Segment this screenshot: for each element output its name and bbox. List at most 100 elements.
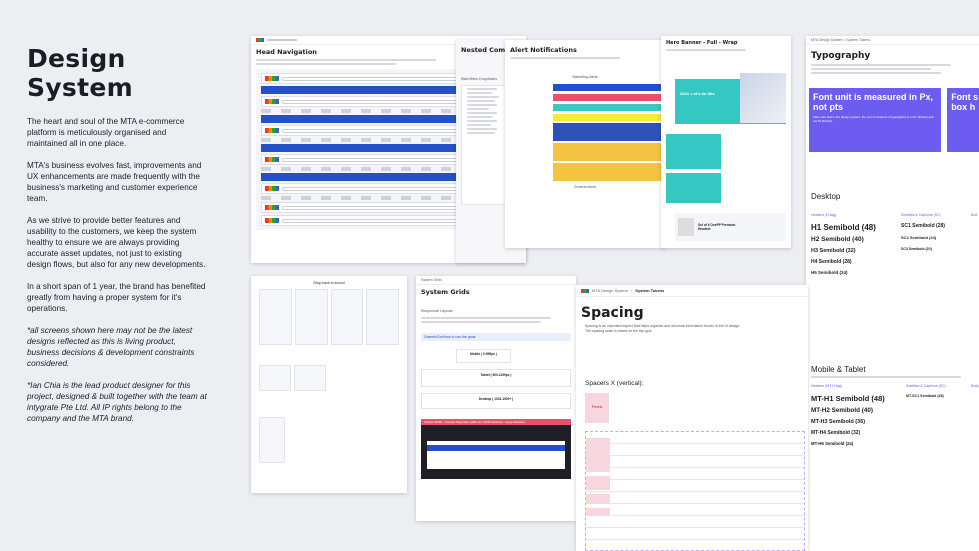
grid-tip: Gwenth/Gm/How to use the grids — [421, 333, 571, 341]
typography-card: MTA Design System > System Tokens Typogr… — [806, 36, 979, 551]
intro-paragraph: In a short span of 1 year, the brand has… — [27, 282, 206, 313]
alert-box-blue — [553, 123, 663, 141]
section-label: Responsive Layouts — [421, 309, 453, 313]
callout-box-note: Font s box h — [947, 88, 979, 152]
hero-banner-preview — [666, 134, 721, 169]
type-sample-mt-sc1: MT-SC1 Semibold (28) — [906, 394, 944, 398]
product-title: Set of 6 OnePP Premium Headset — [698, 223, 736, 231]
mta-logo-icon — [265, 186, 279, 191]
card-title: Head Navigation — [256, 48, 317, 56]
alert-red — [553, 94, 663, 101]
hero-promo-text: 2024. Let's do this — [680, 91, 715, 96]
intro-section: Design System The heart and soul of the … — [27, 44, 207, 435]
nav-bar-preview — [261, 115, 516, 123]
alert-teal — [553, 104, 663, 111]
column-label: Headers (MT-H tag) — [811, 384, 842, 388]
card-title: Spacing — [581, 305, 644, 321]
type-sample-mt-h5: MT-H5 Semibold (24) — [811, 441, 854, 446]
hero-banner-preview: 2024. Let's do this — [675, 73, 786, 124]
alert-notifications-card: Alert Notifications Marketing Alerts Gen… — [505, 40, 665, 248]
column-label: Subtitles & Captions (SC) — [901, 213, 941, 217]
card-title: Typography — [811, 51, 871, 61]
type-sample-sc1: SC1 Semibold (28) — [901, 223, 945, 229]
breadcrumb-item: System Tokens — [635, 288, 665, 293]
column-label: Body — [971, 384, 979, 388]
breadcrumb: System Grids — [416, 276, 576, 285]
section-label: General Alerts — [573, 185, 597, 189]
alert-box-yellow — [553, 143, 663, 161]
mobile-grid-label: Mobile ( 0-599px ) — [456, 349, 511, 363]
credit-note: *Ian Chia is the lead product designer f… — [27, 381, 207, 423]
product-card-preview — [259, 289, 292, 345]
hero-banner-card: Hero Banner - Full - Wrap 2024. Let's do… — [661, 36, 791, 248]
mta-logo-icon — [265, 128, 279, 133]
breadcrumb: MTA Design System › System Tokens — [576, 285, 808, 297]
product-card-preview — [294, 289, 328, 345]
section-label: Main Menu Dropdowns — [461, 77, 497, 81]
spacer-sample: Pexels — [585, 393, 609, 423]
alert-box-yellow — [553, 163, 663, 181]
tablet-grid-label: Tablet ( 600-1199px ) — [421, 369, 571, 387]
hero-banner-preview — [666, 173, 721, 203]
mta-logo-icon — [265, 205, 279, 210]
column-label: Headers (H-tag) — [811, 213, 837, 217]
spacing-card: MTA Design System › System Tokens Spacin… — [576, 285, 808, 551]
product-banner-preview: Set of 6 OnePP Premium Headset — [675, 213, 786, 241]
product-card-preview — [294, 365, 326, 391]
type-sample-h5: H5 Semibold (24) — [811, 270, 848, 275]
product-card-preview — [366, 289, 399, 345]
card-title: Hero Banner - Full - Wrap — [666, 40, 738, 46]
nav-bar-preview — [261, 86, 516, 94]
section-label: Shop back to school — [313, 281, 345, 285]
spacer-table — [585, 431, 805, 551]
mobile-heading: Mobile & Tablet — [811, 365, 866, 374]
product-card-preview — [330, 289, 364, 345]
card-title: Alert Notifications — [510, 46, 577, 54]
type-sample-h1: H1 Semibold (48) — [811, 223, 876, 232]
intro-paragraph: MTA's business evolves fast, improvement… — [27, 161, 202, 203]
breadcrumb-item: MTA Design System — [592, 288, 628, 293]
type-sample-h3: H3 Semibold (32) — [811, 248, 856, 254]
breadcrumb: MTA Design System > System Tokens — [806, 36, 979, 45]
nav-bar-preview — [261, 173, 516, 181]
spacers-heading: Spacers X (vertical): — [585, 380, 644, 387]
headset-image-icon — [678, 218, 694, 236]
callout-px-note: Font unit is measured in Px, not pts Tak… — [809, 88, 942, 152]
mta-logo-icon — [581, 288, 589, 293]
alert-blue — [553, 84, 663, 91]
spacing-description: Spacing is an important aspect that help… — [585, 324, 741, 333]
alert-yellow — [553, 114, 663, 121]
type-sample-sc2: SC2 Semibold (24) — [901, 235, 937, 240]
column-label: Subtitles & Captions (SC) — [906, 384, 946, 388]
type-sample-sc3: SC3 Semibold (20) — [901, 247, 932, 251]
intro-paragraph: The heart and soul of the MTA e-commerce… — [27, 117, 185, 148]
intro-paragraph: As we strive to provide better features … — [27, 216, 206, 269]
type-sample-h4: H4 Semibold (28) — [811, 259, 852, 265]
column-label: Bod — [971, 213, 978, 217]
desktop-grid-label: Desktop ( 1024-1920+ ) — [421, 393, 571, 409]
type-sample-mt-h1: MT-H1 Semibold (48) — [811, 394, 885, 403]
disclaimer-note: *all screens shown here may not be the l… — [27, 326, 195, 368]
desktop-heading: Desktop — [811, 192, 841, 201]
mta-logo-icon — [265, 99, 279, 104]
mta-logo-icon — [265, 76, 279, 81]
product-grid-card: Shop back to school — [251, 276, 407, 493]
card-title: System Grids — [421, 288, 470, 296]
nav-bar-preview — [261, 144, 516, 152]
grid-banner-label: 1152px Width : Content body Max width ex… — [421, 419, 571, 425]
type-sample-mt-h4: MT-H4 Semibold (32) — [811, 430, 861, 436]
section-label: Marketing Alerts — [572, 75, 598, 79]
product-card-preview — [259, 365, 291, 391]
type-sample-mt-h2: MT-H2 Semibold (40) — [811, 407, 873, 414]
breadcrumb — [251, 36, 526, 45]
page-title: Design System — [27, 44, 133, 102]
card-title: Nested Compon — [461, 46, 519, 54]
type-sample-h2: H2 Semibold (40) — [811, 236, 864, 243]
product-card-preview — [259, 417, 285, 463]
mta-logo-icon — [256, 38, 264, 42]
grid-banner-preview: 1152px Width : Content body Max width ex… — [421, 419, 571, 479]
mta-logo-icon — [265, 157, 279, 162]
system-grids-card: System Grids System Grids Responsive Lay… — [416, 276, 576, 521]
mta-logo-icon — [265, 218, 279, 223]
type-sample-mt-h3: MT-H3 Semibold (36) — [811, 419, 866, 425]
